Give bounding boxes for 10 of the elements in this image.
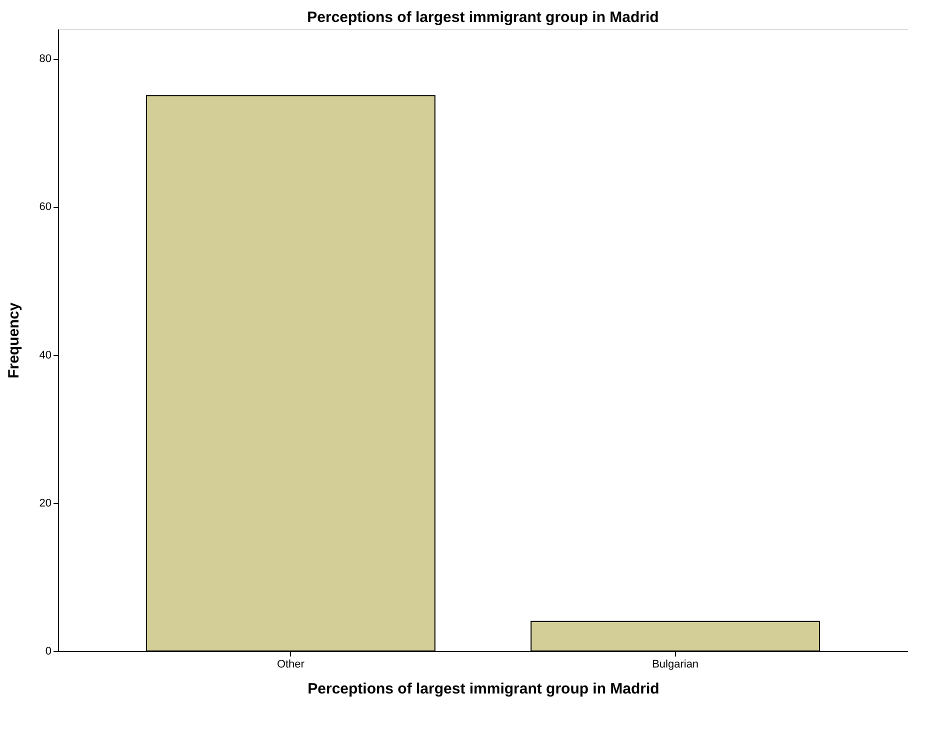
y-tick-label: 20 (39, 497, 52, 510)
y-tick-label: 40 (39, 349, 52, 362)
y-tick-label: 60 (39, 201, 52, 214)
y-tick-label: 0 (45, 646, 52, 658)
x-axis-title: Perceptions of largest immigrant group in Madrid (308, 680, 660, 698)
x-tick-label: Bulgarian (652, 658, 699, 670)
chart-title: Perceptions of largest immigrant group in Madrid (307, 9, 659, 26)
y-axis-title: Frequency (5, 302, 22, 378)
x-tick-label: Other (276, 658, 305, 670)
y-tick-label: 80 (39, 53, 52, 66)
